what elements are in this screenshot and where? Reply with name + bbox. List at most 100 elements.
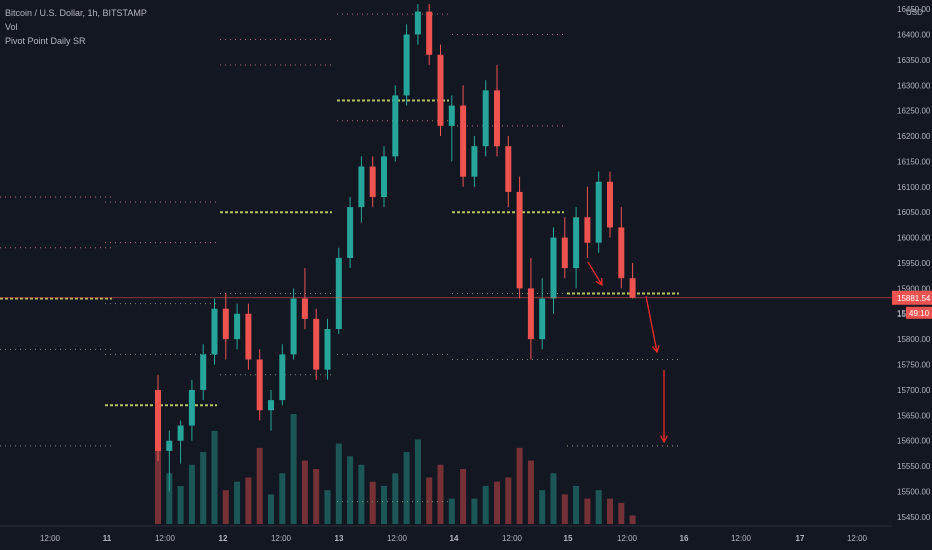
candle — [268, 389, 274, 431]
candle-body — [618, 227, 625, 279]
candle — [392, 85, 399, 162]
symbol-title[interactable]: Bitcoin / U.S. Dollar, 1h, BITSTAMP — [5, 8, 147, 18]
candle — [347, 196, 354, 269]
volume-bar — [437, 464, 444, 524]
volume-indicator-label[interactable]: Vol — [5, 22, 18, 32]
candle — [155, 374, 161, 462]
candle — [358, 156, 365, 223]
volume-bar — [335, 443, 342, 524]
volume-bar — [301, 460, 308, 524]
candle-body — [527, 288, 534, 340]
candle-body — [188, 389, 195, 426]
candle-body — [607, 181, 613, 228]
candle — [584, 186, 591, 258]
volume-bar — [369, 481, 376, 524]
y-axis-panel — [892, 0, 932, 550]
candle — [460, 85, 467, 187]
annotation-arrow — [587, 261, 603, 286]
y-axis[interactable]: 16450.00 16400.00 16350.00 16300.00 16250.00… — [892, 0, 932, 550]
candle — [290, 288, 297, 360]
pivot-indicator-label[interactable]: Pivot Point Daily SR — [5, 36, 86, 46]
x-tick-label: 12:00 — [617, 534, 638, 543]
volume-bar — [177, 485, 184, 524]
x-tick-label: 12 — [219, 534, 228, 543]
volume-bar — [200, 452, 207, 524]
candle — [200, 344, 207, 401]
y-tick-label: 15600.00 — [897, 437, 931, 446]
candle — [381, 146, 387, 208]
x-tick-label: 12:00 — [502, 534, 523, 543]
volume-bar — [234, 481, 241, 524]
candle — [188, 379, 195, 441]
candle-body — [414, 11, 421, 35]
candle-body — [505, 146, 512, 192]
candle-body — [347, 207, 354, 258]
candle — [595, 171, 602, 253]
candle-body — [313, 318, 320, 370]
y-tick-label: 16300.00 — [897, 81, 931, 90]
candle — [550, 227, 557, 314]
candle — [234, 303, 241, 350]
volume-bar — [448, 498, 455, 524]
arrow-layer — [587, 261, 668, 444]
volume-bar — [460, 469, 467, 524]
volume-bar — [358, 464, 365, 524]
candle-body — [155, 389, 161, 451]
x-tick-label: 12:00 — [731, 534, 752, 543]
y-tick-label: 16050.00 — [897, 208, 931, 217]
volume-bar — [166, 473, 173, 524]
candle — [629, 263, 636, 299]
partial-price-label: 15 — [897, 309, 906, 318]
volume-bar — [279, 473, 286, 524]
candle-body — [256, 359, 263, 411]
volume-bar — [381, 485, 387, 524]
candle — [573, 207, 580, 289]
candle — [222, 293, 229, 360]
y-tick-label: 15800.00 — [897, 335, 931, 344]
candle-body — [539, 298, 546, 340]
y-tick-label: 15450.00 — [897, 513, 931, 522]
countdown-tag: 49:10 — [906, 306, 932, 319]
y-tick-label: 15750.00 — [897, 361, 931, 370]
x-tick-label: 11 — [103, 534, 112, 543]
candle — [414, 4, 421, 45]
volume-bar — [155, 422, 161, 524]
candle-body — [437, 54, 444, 126]
candle-layer — [155, 4, 636, 492]
x-axis[interactable]: 12:00 11 12:00 12 12:00 13 12:00 14 12:00 15 12:00… — [0, 525, 892, 543]
x-tick-label: 12:00 — [40, 534, 61, 543]
y-tick-label: 15550.00 — [897, 462, 931, 471]
x-tick-label: 17 — [796, 534, 805, 543]
candle-body — [471, 146, 478, 177]
volume-bar — [516, 447, 523, 524]
volume-bar — [584, 498, 591, 524]
x-tick-label: 12:00 — [847, 534, 868, 543]
candle-body — [494, 90, 500, 147]
y-tick-label: 16200.00 — [897, 132, 931, 141]
y-tick-label: 16250.00 — [897, 107, 931, 116]
candle — [437, 44, 444, 137]
arrow-head — [660, 435, 668, 444]
volume-bar — [245, 477, 252, 524]
volume-bar — [471, 498, 478, 524]
candle-body — [177, 425, 184, 441]
candle-body — [448, 105, 455, 126]
volume-bar — [222, 490, 229, 524]
candle-body — [392, 95, 399, 157]
y-tick-label: 16150.00 — [897, 157, 931, 166]
candle-body — [200, 354, 207, 390]
y-axis-unit: USD — [906, 8, 923, 17]
x-tick-label: 12:00 — [155, 534, 176, 543]
candle — [482, 80, 489, 157]
candle-body — [211, 308, 218, 355]
current-price-tag-bg — [892, 290, 932, 305]
volume-bar — [573, 485, 580, 524]
candle — [256, 349, 263, 421]
candle-body — [166, 440, 173, 451]
y-tick-label: 16450.00 — [897, 5, 931, 14]
candle-body — [279, 354, 286, 401]
candle-body — [335, 257, 342, 330]
volume-bar — [256, 447, 263, 524]
y-tick-label: 15500.00 — [897, 488, 931, 497]
